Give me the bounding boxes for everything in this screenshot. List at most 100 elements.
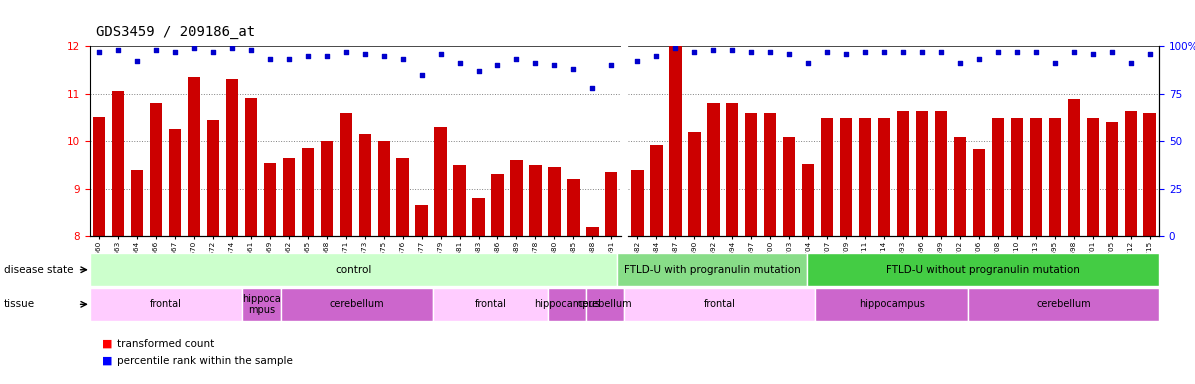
Bar: [529, 165, 541, 236]
Bar: [897, 111, 909, 236]
Text: ■: ■: [102, 356, 112, 366]
Point: [355, 51, 374, 57]
Point: [988, 49, 1007, 55]
Bar: [510, 160, 522, 236]
Point: [602, 62, 621, 68]
Bar: [650, 145, 662, 236]
Point: [147, 47, 166, 53]
Bar: [631, 170, 644, 236]
Point: [261, 56, 280, 63]
Bar: [188, 77, 200, 236]
Bar: [727, 103, 739, 236]
Bar: [283, 158, 295, 236]
Bar: [472, 198, 485, 236]
Point: [742, 49, 761, 55]
Text: hippocampus: hippocampus: [859, 299, 925, 310]
Bar: [549, 167, 560, 236]
Point: [1046, 60, 1065, 66]
Text: frontal: frontal: [474, 299, 507, 310]
Point: [374, 53, 393, 59]
Point: [950, 60, 969, 66]
Point: [1065, 49, 1084, 55]
Bar: [397, 158, 409, 236]
Bar: [339, 113, 351, 236]
Point: [761, 49, 780, 55]
Point: [451, 60, 470, 66]
Point: [468, 68, 488, 74]
Bar: [992, 118, 1004, 236]
Bar: [1124, 111, 1136, 236]
Bar: [416, 205, 428, 236]
Point: [203, 49, 222, 55]
Bar: [1030, 118, 1042, 236]
Point: [685, 49, 704, 55]
Point: [128, 58, 147, 65]
Text: cerebellum: cerebellum: [330, 299, 385, 310]
Point: [431, 51, 451, 57]
Bar: [245, 98, 257, 236]
Bar: [968, 288, 1159, 321]
Bar: [587, 288, 624, 321]
Point: [779, 51, 798, 57]
Text: disease state: disease state: [4, 265, 73, 275]
Bar: [1144, 113, 1156, 236]
Point: [241, 47, 261, 53]
Point: [723, 47, 742, 53]
Point: [1102, 49, 1121, 55]
Bar: [815, 288, 968, 321]
Bar: [605, 172, 618, 236]
Bar: [93, 118, 105, 236]
Bar: [264, 162, 276, 236]
Point: [836, 51, 856, 57]
Bar: [802, 164, 814, 236]
Text: FTLD-U without progranulin mutation: FTLD-U without progranulin mutation: [887, 265, 1080, 275]
Point: [336, 49, 355, 55]
Bar: [973, 149, 985, 236]
Bar: [764, 113, 777, 236]
Point: [545, 62, 564, 68]
Bar: [378, 141, 390, 236]
Bar: [243, 288, 281, 321]
Point: [969, 56, 988, 63]
Bar: [1049, 118, 1061, 236]
Bar: [688, 132, 700, 236]
Text: GDS3459 / 209186_at: GDS3459 / 209186_at: [96, 25, 255, 39]
Point: [507, 56, 526, 63]
Point: [184, 45, 203, 51]
Bar: [878, 118, 890, 236]
Bar: [131, 170, 143, 236]
Point: [704, 47, 723, 53]
Point: [627, 58, 646, 65]
Point: [165, 49, 184, 55]
Point: [931, 49, 950, 55]
Point: [564, 66, 583, 72]
Point: [583, 85, 602, 91]
Bar: [840, 118, 852, 236]
Text: FTLD-U with progranulin mutation: FTLD-U with progranulin mutation: [624, 265, 801, 275]
Text: control: control: [335, 265, 372, 275]
Bar: [934, 111, 948, 236]
Point: [1121, 60, 1140, 66]
Text: hippocampus: hippocampus: [534, 299, 600, 310]
Bar: [207, 120, 219, 236]
Bar: [90, 253, 617, 286]
Bar: [281, 288, 434, 321]
Text: percentile rank within the sample: percentile rank within the sample: [117, 356, 293, 366]
Bar: [1105, 122, 1117, 236]
Bar: [358, 134, 370, 236]
Bar: [669, 46, 681, 236]
Bar: [821, 118, 833, 236]
Bar: [320, 141, 333, 236]
Bar: [568, 179, 580, 236]
Point: [1140, 51, 1159, 57]
Point: [666, 45, 685, 51]
Point: [1083, 51, 1102, 57]
Point: [875, 49, 894, 55]
Point: [526, 60, 545, 66]
Bar: [434, 288, 549, 321]
Text: ■: ■: [102, 339, 112, 349]
Point: [222, 45, 241, 51]
Text: hippoca
mpus: hippoca mpus: [243, 293, 281, 315]
Text: tissue: tissue: [4, 299, 35, 310]
Point: [317, 53, 336, 59]
